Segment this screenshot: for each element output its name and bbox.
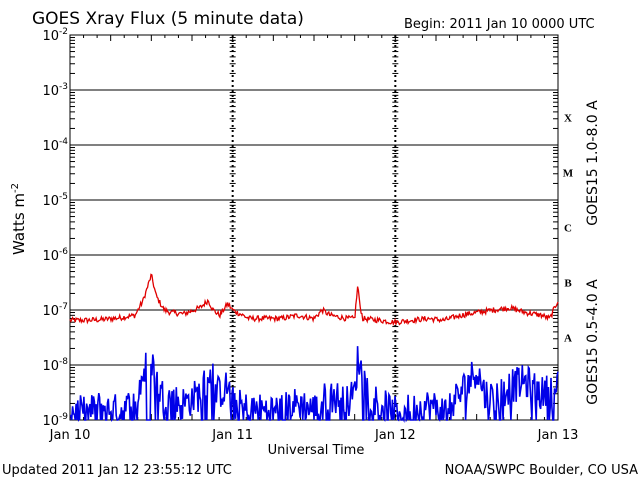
x-tick-labels: Jan 10 Jan 11 Jan 12 Jan 13	[49, 428, 579, 443]
x-tick-label: Jan 10	[49, 428, 91, 443]
y-tick-label: 10-9	[42, 412, 68, 429]
y-axis-label: Watts m-2	[10, 183, 28, 255]
y-tick-base: 10	[42, 359, 59, 374]
y-tick-exp: -4	[59, 137, 68, 147]
y-tick-exp: -3	[59, 82, 68, 92]
begin-time: Begin: 2011 Jan 10 0000 UTC	[404, 17, 595, 32]
y-tick-exp: -6	[59, 247, 68, 257]
y-tick-base: 10	[42, 194, 59, 209]
flare-class-label: A	[564, 333, 572, 345]
y-tick-label: 10-8	[42, 357, 68, 374]
x-tick-label: Jan 11	[211, 428, 253, 443]
updated-time: Updated 2011 Jan 12 23:55:12 UTC	[2, 463, 232, 478]
y-tick-base: 10	[42, 414, 59, 429]
plot-area	[69, 34, 559, 424]
series-line-short	[70, 346, 559, 424]
y-tick-base: 10	[42, 249, 59, 264]
y-tick-base: 10	[42, 139, 59, 154]
y-tick-label: 10-7	[42, 302, 68, 319]
y-tick-label: 10-6	[42, 247, 68, 264]
y-tick-exp: -5	[59, 192, 68, 202]
y-tick-exp: -8	[59, 357, 68, 367]
flare-class-labels: X M C B A	[563, 113, 574, 345]
credit-text: NOAA/SWPC Boulder, CO USA	[445, 463, 638, 478]
y-tick-base: 10	[42, 84, 59, 99]
y-tick-exp: -7	[59, 302, 68, 312]
x-tick-label: Jan 12	[374, 428, 416, 443]
y-tick-label: 10-2	[42, 27, 68, 44]
y-axis-label-exp: -2	[10, 183, 21, 193]
y-axis-label-text: Watts m	[10, 193, 28, 255]
flare-class-label: B	[564, 278, 572, 290]
y-tick-base: 10	[42, 304, 59, 319]
plot-frame	[69, 34, 559, 421]
day-separators	[231, 35, 397, 420]
y-minor-ticks	[70, 37, 558, 404]
y-tick-labels: 10-210-310-410-510-610-710-810-9	[42, 27, 68, 429]
x-tick-label: Jan 13	[537, 428, 579, 443]
y-tick-exp: -9	[59, 412, 68, 422]
series-lines	[69, 273, 559, 424]
decade-gridlines	[70, 89, 558, 366]
y-tick-label: 10-3	[42, 82, 68, 99]
x-axis-label: Universal Time	[268, 443, 365, 458]
y-tick-exp: -2	[59, 27, 68, 37]
series-line-long	[69, 273, 559, 327]
chart-title: GOES Xray Flux (5 minute data)	[32, 9, 304, 29]
y-tick-base: 10	[42, 29, 59, 44]
legend-short-channel: GOES15 0.5-4.0 A	[585, 279, 601, 405]
flare-class-label: M	[563, 168, 574, 180]
legend-long-channel: GOES15 1.0-8.0 A	[585, 100, 601, 226]
svg-text:Watts m-2: Watts m-2	[10, 183, 28, 255]
y-tick-label: 10-5	[42, 192, 68, 209]
y-tick-label: 10-4	[42, 137, 68, 154]
flare-class-label: C	[564, 223, 572, 235]
flare-class-label: X	[564, 113, 572, 125]
